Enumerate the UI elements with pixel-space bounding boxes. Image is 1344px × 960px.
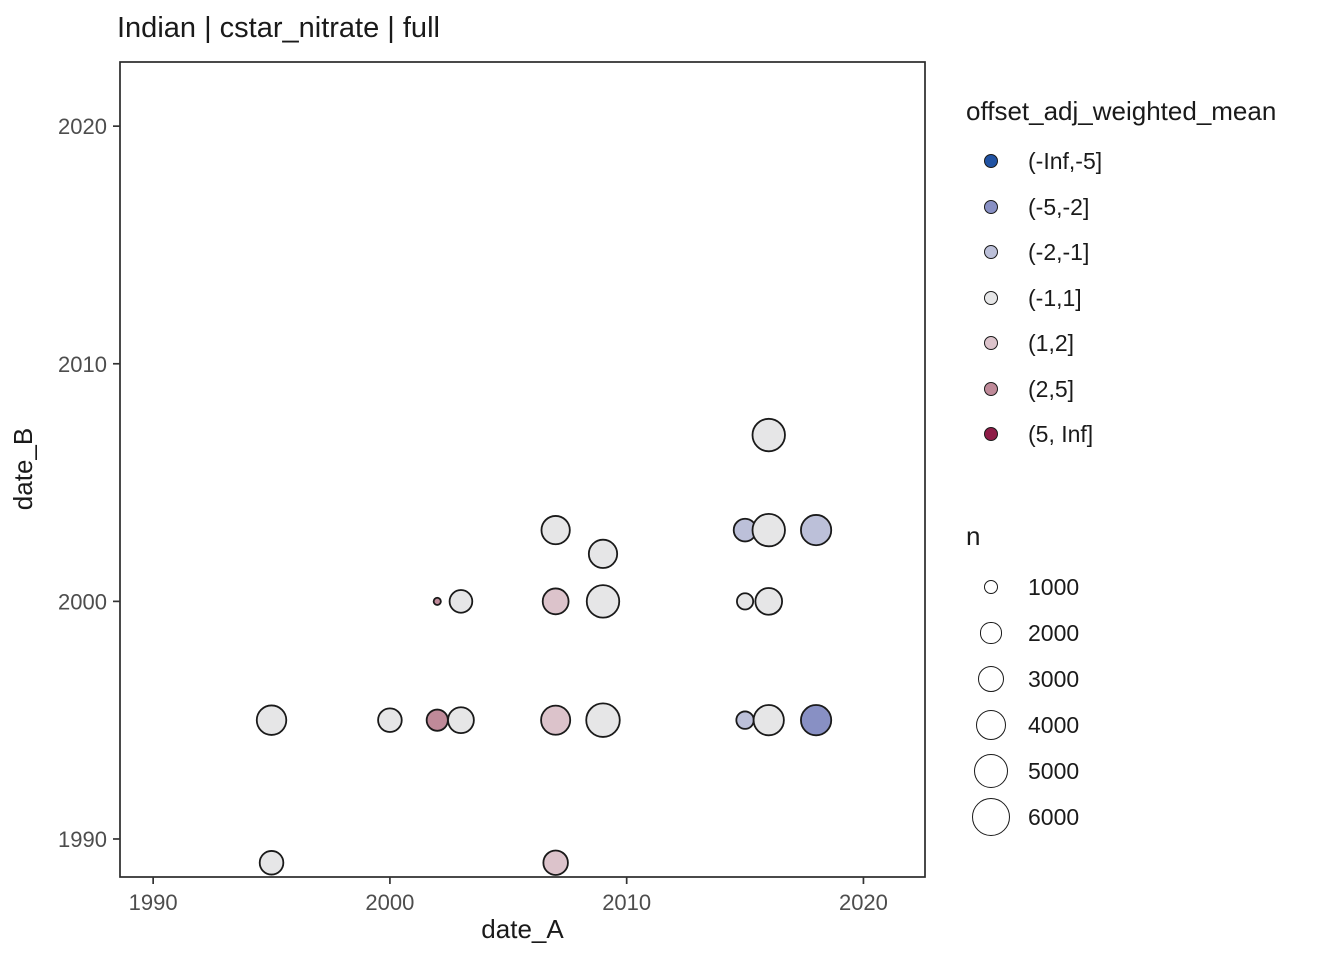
color-legend-title: offset_adj_weighted_mean [966,96,1277,126]
data-point [542,849,569,876]
y-axis-title: date_B [8,427,38,511]
y-tick-label: 2020 [58,114,107,139]
data-point [447,706,475,735]
data-point [800,704,833,737]
data-point [540,704,572,736]
data-point [425,708,449,732]
y-tick-label: 2000 [58,589,107,614]
data-point [751,417,786,453]
data-point [752,704,785,737]
y-tick-label: 2010 [58,352,107,377]
data-point [255,704,288,736]
data-point [751,512,786,548]
data-point [448,589,474,614]
size-legend-title: n [966,521,981,551]
data-point [540,515,571,546]
data-point [735,710,755,730]
x-axis-title: date_A [481,914,564,944]
data-point [736,592,755,611]
data-point [587,538,619,569]
x-tick-label: 2020 [839,890,888,915]
x-tick-label: 2010 [602,890,651,915]
data-point [754,587,783,616]
data-point [541,587,570,616]
data-point [258,850,285,876]
y-tick-label: 1990 [58,827,107,852]
plot-title: Indian | cstar_nitrate | full [117,12,440,44]
plot-panel [119,61,926,878]
data-point [800,514,833,547]
data-point [585,702,621,738]
x-tick-label: 1990 [129,890,178,915]
x-tick-label: 2000 [365,890,414,915]
data-point [585,584,621,619]
data-point [377,707,403,733]
data-point [432,596,442,606]
